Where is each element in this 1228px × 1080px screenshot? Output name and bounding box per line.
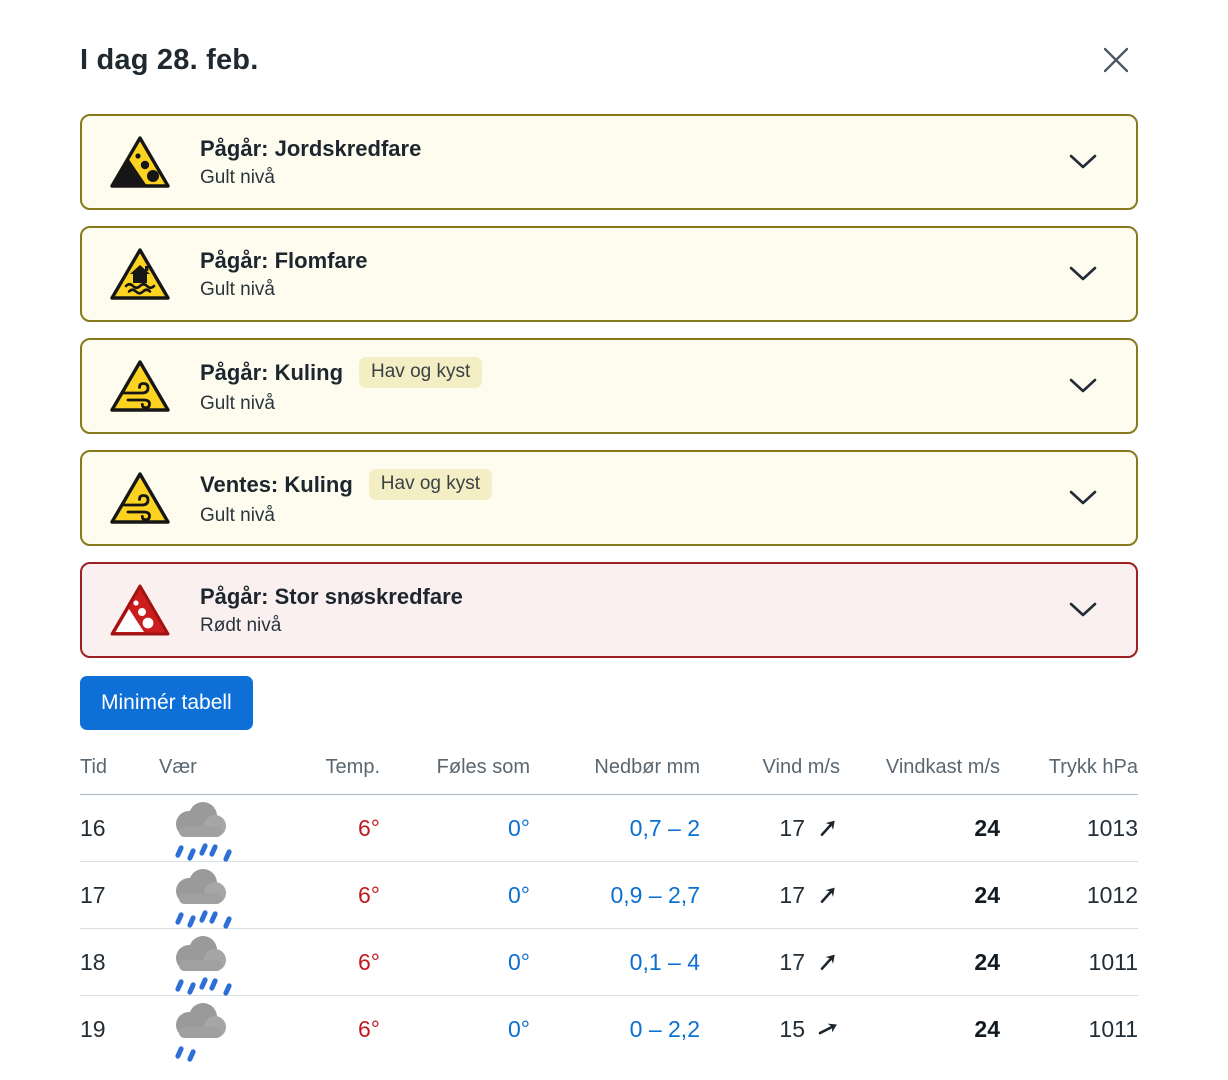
pressure-cell: 1011 [1000,928,1138,996]
col-header-temp: Temp. [275,756,380,795]
col-header-gust: Vindkast m/s [840,756,1000,795]
chevron-down-icon [1068,265,1110,283]
light-rain-icon [155,999,247,1063]
avalanche-warning-icon [108,581,172,639]
wind-direction-arrow-icon [811,945,845,979]
precip-cell: 0,1 – 4 [530,928,700,996]
chevron-down-icon [1068,377,1110,395]
wind-direction-arrow-icon [812,1013,844,1045]
rain-icon [155,798,247,863]
titlebar: I dag 28. feb. [80,38,1138,82]
gust-cell: 24 [840,794,1000,862]
feels-cell: 0° [380,928,530,996]
flood-warning-icon [108,245,172,303]
gust-cell: 24 [840,861,1000,929]
wind-warning-icon [108,469,172,527]
warning-card-avalanche[interactable]: Pågår: Stor snøskredfare Rødt nivå [80,562,1138,658]
wind-speed: 15 [779,1015,805,1042]
gust-cell: 24 [840,928,1000,996]
wind-speed: 17 [779,814,805,841]
wind-direction-arrow-icon [811,878,845,912]
warning-level: Gult nivå [200,505,275,526]
wind-speed: 17 [779,948,805,975]
gust-cell: 24 [974,1015,1000,1042]
wind-warning-icon [108,357,172,415]
warning-title: Pågår: Flomfare [200,247,368,273]
feels-cell: 0° [508,1015,530,1042]
page-title: I dag 28. feb. [80,43,259,76]
col-header-wind: Vind m/s [700,756,840,795]
warning-list: Pågår: Jordskredfare Gult nivå [80,114,1138,658]
warning-level: Gult nivå [200,393,275,414]
warning-region-badge: Hav og kyst [368,469,493,500]
warning-card-gale-expected[interactable]: Ventes: Kuling Hav og kyst Gult nivå [80,450,1138,546]
col-header-pressure: Trykk hPa [1000,756,1138,795]
col-header-time: Tid [80,756,145,795]
precip-cell: 0 – 2,2 [629,1015,700,1042]
minimize-table-button[interactable]: Minimér tabell [80,676,253,730]
warning-card-gale-ongoing[interactable]: Pågår: Kuling Hav og kyst Gult nivå [80,338,1138,434]
time-cell: 16 [80,794,145,862]
wind-cell: 15 [700,996,840,1063]
warning-title: Ventes: Kuling [200,471,353,497]
time-cell: 18 [80,928,145,996]
warning-region-badge: Hav og kyst [359,357,483,388]
warning-title: Pågår: Stor snøskredfare [200,583,463,609]
col-header-precip: Nedbør mm [530,756,700,795]
precip-cell: 0,7 – 2 [530,794,700,862]
warning-title: Pågår: Jordskredfare [200,135,422,161]
warning-card-flood[interactable]: Pågår: Flomfare Gult nivå [80,226,1138,322]
wind-cell: 17 [700,794,840,862]
wind-direction-arrow-icon [811,811,845,845]
warning-level: Gult nivå [200,278,275,300]
temp-cell: 6° [275,861,380,929]
temp-cell: 6° [275,794,380,862]
rain-icon [155,865,247,930]
col-header-weather: Vær [145,756,275,795]
feels-cell: 0° [380,861,530,929]
hourly-forecast-table: Tid Vær Temp. Føles som Nedbør mm Vind m… [80,756,1138,1063]
precip-cell: 0,9 – 2,7 [530,861,700,929]
wind-speed: 17 [779,881,805,908]
table-row: 16 6° 0° [80,794,1138,863]
pressure-cell: 1011 [1088,1015,1138,1042]
col-header-feels: Føles som [380,756,530,795]
weather-cell [145,861,275,930]
pressure-cell: 1012 [1000,861,1138,929]
time-cell: 17 [80,861,145,929]
weather-cell [145,794,275,863]
table-row: 17 6° 0° [80,861,1138,930]
landslide-warning-icon [108,133,172,191]
warning-level: Gult nivå [200,166,275,188]
temp-cell: 6° [275,928,380,996]
weather-cell [145,996,275,1063]
warning-title: Pågår: Kuling [200,359,344,385]
table-header-row: Tid Vær Temp. Føles som Nedbør mm Vind m… [80,756,1138,795]
feels-cell: 0° [380,794,530,862]
warning-level: Rødt nivå [200,614,282,636]
chevron-down-icon [1068,153,1110,171]
table-row: 19 6° 0° [80,996,1138,1063]
rain-icon [155,932,247,997]
warning-card-landslide[interactable]: Pågår: Jordskredfare Gult nivå [80,114,1138,210]
wind-cell: 17 [700,928,840,996]
close-button[interactable] [1094,38,1138,82]
temp-cell: 6° [358,1015,380,1042]
weather-cell [145,928,275,997]
table-row: 18 6° 0° [80,928,1138,997]
wind-cell: 17 [700,861,840,929]
close-icon [1098,47,1134,81]
pressure-cell: 1013 [1000,794,1138,862]
time-cell: 19 [80,1015,106,1042]
chevron-down-icon [1068,489,1110,507]
chevron-down-icon [1068,601,1110,619]
